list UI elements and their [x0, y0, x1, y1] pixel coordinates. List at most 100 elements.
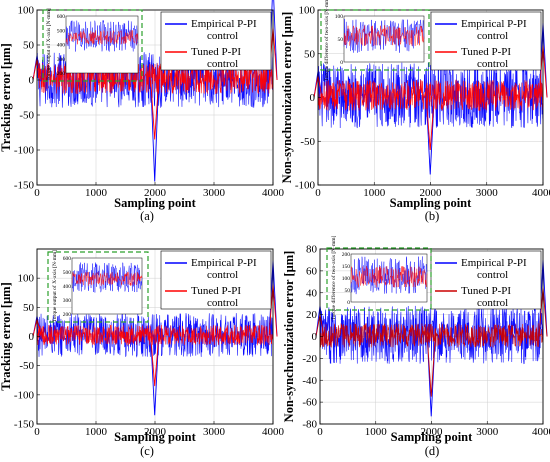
- x-tick-label: 4000: [262, 426, 285, 438]
- legend-label: Empirical P-PI control: [191, 257, 257, 281]
- legend-label: Empirical P-PI control: [461, 257, 527, 281]
- inset-tick-label: 500: [57, 28, 66, 34]
- series-line-tuned: [319, 322, 544, 348]
- y-tick-label: -50: [19, 360, 34, 372]
- y-tick-label: 20: [306, 309, 318, 321]
- chart-panel-d: 01000200030004000-80-60-40-20020406080Sa…: [282, 235, 550, 458]
- legend-label: Tuned P-PI control: [461, 285, 511, 309]
- x-axis-label: Sampling point: [391, 430, 473, 444]
- y-tick-label: -20: [302, 353, 317, 365]
- inset-plot: 200 300 400 500 600 Torque output of X-axis […: [42, 8, 143, 82]
- y-tick-label: 50: [23, 302, 35, 314]
- x-tick-label: 3000: [476, 187, 499, 199]
- panel-caption: (c): [140, 444, 154, 458]
- y-tick-label: 50: [23, 40, 35, 52]
- y-tick-label: 0: [29, 331, 35, 343]
- inset-area: [65, 15, 139, 74]
- y-tick-label: 100: [18, 273, 35, 285]
- y-tick-label: -100: [14, 145, 35, 157]
- y-tick-label: -100: [295, 180, 316, 192]
- legend-label: Tuned P-PI control: [461, 46, 511, 70]
- x-tick-label: 4000: [532, 187, 550, 199]
- inset-tick-label: 500: [63, 270, 72, 276]
- legend-label: Empirical P-PI control: [191, 18, 257, 42]
- inset-tick-label: 400: [57, 43, 66, 49]
- series-line-empirical: [319, 305, 544, 365]
- inset-plot: 0 50 100 150 200 Torque difference of two-axi…: [326, 235, 432, 320]
- inset-highlight-box: [320, 9, 430, 71]
- y-tick-label: -40: [302, 375, 317, 387]
- inset-series-empirical: [71, 262, 143, 293]
- x-axis-label: Sampling point: [114, 430, 196, 444]
- x-axis-label: Sampling point: [114, 196, 196, 210]
- x-tick-label: 3000: [203, 426, 226, 438]
- inset-tick-label: 50: [338, 37, 344, 43]
- y-tick-label: -80: [302, 419, 317, 431]
- inset-highlight-box: [47, 251, 149, 323]
- inset-tick-label: 300: [57, 57, 66, 63]
- inset-tick-label: 100: [342, 276, 351, 282]
- x-tick-label: 0: [315, 187, 321, 199]
- series-spike: [150, 79, 160, 140]
- inset-tick-label: 600: [63, 256, 72, 262]
- inset-y-label: Torque output of X-axis [N·mm]: [45, 8, 52, 80]
- inset-y-label: Torque output of X-axis [N·mm]: [51, 250, 58, 322]
- inset-series-tuned: [71, 271, 143, 287]
- inset-tick-label: 600: [57, 14, 66, 20]
- y-tick-label: -150: [14, 180, 35, 192]
- inset-y-label: Torque difference of two-axis [N·mm]: [330, 235, 337, 320]
- inset-plot: 200 300 400 500 600 Torque output of X-axis […: [47, 250, 149, 323]
- series-line-tuned: [36, 62, 274, 95]
- x-tick-label: 2000: [420, 187, 443, 199]
- series-spike: [150, 79, 160, 182]
- inset-tick-label: 50: [345, 288, 351, 294]
- series-line-tuned: [317, 79, 544, 112]
- legend-box: [430, 11, 542, 71]
- y-axis-label: Tracking error [μm]: [0, 43, 13, 151]
- y-tick-label: -60: [302, 397, 317, 409]
- series-spike: [150, 336, 160, 416]
- inset-tick-label: 0: [347, 300, 350, 306]
- x-tick-label: 0: [34, 426, 40, 438]
- inset-tick-label: 0: [340, 60, 343, 66]
- y-tick-label: -50: [19, 110, 34, 122]
- x-tick-label: 4000: [262, 187, 285, 199]
- inset-plot: 0 50 100 Torque difference of two-axis [N·m…: [320, 0, 430, 81]
- legend-box: [430, 250, 542, 310]
- y-tick-label: 0: [310, 92, 316, 104]
- series-spike: [150, 336, 160, 387]
- inset-tick-label: 200: [57, 71, 66, 77]
- inset-y-label: Torque difference of two-axis [N·mm]: [323, 0, 330, 81]
- y-tick-label: 80: [306, 244, 318, 256]
- x-tick-label: 0: [34, 187, 40, 199]
- x-tick-label: 1000: [85, 187, 108, 199]
- x-tick-label: 2000: [144, 426, 167, 438]
- y-tick-label: -50: [300, 136, 315, 148]
- x-tick-label: 1000: [363, 187, 386, 199]
- x-tick-label: 2000: [144, 187, 167, 199]
- x-tick-label: 2000: [421, 426, 444, 438]
- y-tick-label: 50: [304, 48, 316, 60]
- y-tick-label: 0: [29, 75, 35, 87]
- inset-series-tuned: [350, 266, 428, 288]
- inset-tick-label: 400: [63, 284, 72, 290]
- y-axis-label: Non-synchronization error [μm]: [282, 251, 296, 423]
- y-axis-label: Non-synchronization error [μm]: [280, 12, 294, 184]
- y-tick-label: -100: [14, 389, 35, 401]
- x-tick-label: 1000: [85, 426, 108, 438]
- chart-panel-a: 0 1000 2000 3000 4000 -150 -100 -50 0 50 100 Sampli…: [0, 0, 285, 223]
- inset-tick-label: 100: [335, 14, 344, 20]
- legend-box: [160, 11, 272, 71]
- legend-box: [160, 250, 272, 310]
- series-spike: [425, 97, 435, 151]
- y-tick-label: 100: [18, 5, 35, 17]
- inset-tick-label: 200: [342, 252, 351, 258]
- y-tick-label: 40: [306, 287, 318, 299]
- series-line-tuned: [36, 324, 274, 346]
- chart-panel-c: 0 1000 2000 3000 4000 -150 -100 -50 0 50 100 Sampli…: [0, 248, 285, 458]
- inset-series-tuned: [343, 25, 425, 46]
- y-tick-label: -150: [14, 419, 35, 431]
- x-tick-label: 4000: [532, 426, 550, 438]
